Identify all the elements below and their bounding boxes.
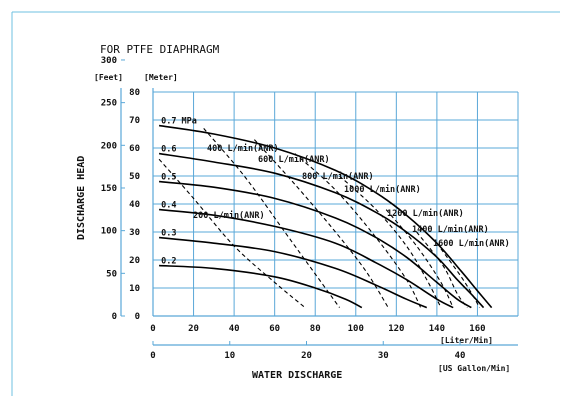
x-tick-label-lpm: 160 bbox=[469, 324, 485, 334]
chart-title: FOR PTFE DIAPHRAGM bbox=[100, 43, 220, 56]
air-consumption-curve bbox=[416, 231, 468, 308]
x-tick-label-lpm: 140 bbox=[429, 324, 445, 334]
air-consumption-label: 1000 L/min(ANR) bbox=[344, 184, 421, 195]
y-axis-label: DISCHARGE HEAD bbox=[76, 156, 87, 240]
x-unit-liter: [Liter/Min] bbox=[440, 335, 493, 345]
y-tick-label-feet: 200 bbox=[101, 141, 117, 151]
x-tick-label-lpm: 40 bbox=[229, 324, 240, 334]
tick-labels: 0 20 40 60 80 100 120 140 160 0 10 20 30 40 0 10 20 30 40 5… bbox=[101, 56, 486, 361]
x-tick-label-lpm: 20 bbox=[188, 324, 199, 334]
curves bbox=[158, 124, 493, 309]
air-consumption-curve bbox=[203, 128, 341, 308]
y-tick-label-meter: 0 bbox=[135, 312, 140, 322]
air-consumption-curve bbox=[253, 139, 389, 308]
x-tick-label-gpm: 40 bbox=[455, 351, 466, 361]
air-consumption-label: 400 L/min(ANR) bbox=[207, 143, 279, 154]
air-consumption-label: 200 L/min(ANR) bbox=[193, 210, 265, 221]
y-unit-feet: [Feet] bbox=[94, 73, 123, 82]
air-consumption-label: 1600 L/min(ANR) bbox=[433, 238, 510, 249]
y-tick-label-feet: 150 bbox=[101, 184, 117, 194]
pressure-curve bbox=[158, 152, 485, 309]
pressure-curve bbox=[159, 208, 454, 309]
y-tick-label-feet: 100 bbox=[101, 227, 117, 237]
x-tick-label-lpm: 80 bbox=[310, 324, 321, 334]
x-axis-label: WATER DISCHARGE bbox=[252, 370, 342, 381]
air-consumption-curve bbox=[385, 209, 454, 308]
y-tick-label-meter: 50 bbox=[129, 172, 140, 182]
y-tick-label-meter: 40 bbox=[129, 200, 140, 210]
air-consumption-label: 1200 L/min(ANR) bbox=[387, 208, 464, 219]
x-tick-label-gpm: 30 bbox=[378, 351, 389, 361]
pressure-curve-label: 0.4 bbox=[161, 201, 176, 211]
pressure-curve bbox=[159, 236, 428, 309]
pressure-curve-label: 0.2 bbox=[161, 257, 176, 267]
air-consumption-label: 600 L/min(ANR) bbox=[258, 154, 330, 165]
y-unit-meter: [Meter] bbox=[144, 73, 178, 82]
air-consumption-label: 800 L/min(ANR) bbox=[302, 171, 374, 182]
pressure-curve bbox=[159, 180, 472, 309]
pressure-curve-label: 0.5 bbox=[161, 173, 176, 183]
pressure-curve-label: 0.6 bbox=[161, 145, 176, 155]
y-tick-label-meter: 70 bbox=[129, 116, 140, 126]
air-consumption-curve bbox=[158, 158, 306, 309]
x-tick-label-lpm: 120 bbox=[388, 324, 404, 334]
y-tick-label-meter: 20 bbox=[129, 256, 140, 266]
air-consumption-curve bbox=[440, 248, 480, 308]
pressure-curve bbox=[159, 264, 363, 309]
y-tick-label-feet: 50 bbox=[106, 269, 117, 279]
y-tick-label-meter: 60 bbox=[129, 144, 140, 154]
air-consumption-curve bbox=[294, 153, 422, 308]
air-consumption-label: 1400 L/min(ANR) bbox=[412, 224, 489, 235]
x-tick-label-lpm: 100 bbox=[348, 324, 364, 334]
pressure-curve-label: 0.3 bbox=[161, 229, 176, 239]
curve-labels: 0.7 MPa 0.6 0.5 0.4 0.3 0.2 200 L/min(ANR) 400 … bbox=[161, 117, 510, 267]
x-tick-label-gpm: 10 bbox=[224, 351, 235, 361]
y-tick-label-meter: 10 bbox=[129, 284, 140, 294]
y-tick-label-feet: 250 bbox=[101, 99, 117, 109]
y-tick-label-feet: 300 bbox=[101, 56, 117, 66]
x-tick-label-gpm: 20 bbox=[301, 351, 312, 361]
y-tick-label-meter: 80 bbox=[129, 88, 140, 98]
x-tick-label-lpm: 60 bbox=[269, 324, 280, 334]
grid bbox=[120, 88, 519, 346]
x-tick-label-lpm: 0 bbox=[150, 324, 155, 334]
y-tick-label-meter: 30 bbox=[129, 228, 140, 238]
x-tick-label-gpm: 0 bbox=[150, 351, 155, 361]
pressure-curve bbox=[158, 124, 493, 309]
x-unit-gallon: [US Gallon/Min] bbox=[438, 363, 510, 373]
pressure-curve-label: 0.7 MPa bbox=[161, 117, 197, 127]
y-tick-label-feet: 0 bbox=[112, 312, 117, 322]
